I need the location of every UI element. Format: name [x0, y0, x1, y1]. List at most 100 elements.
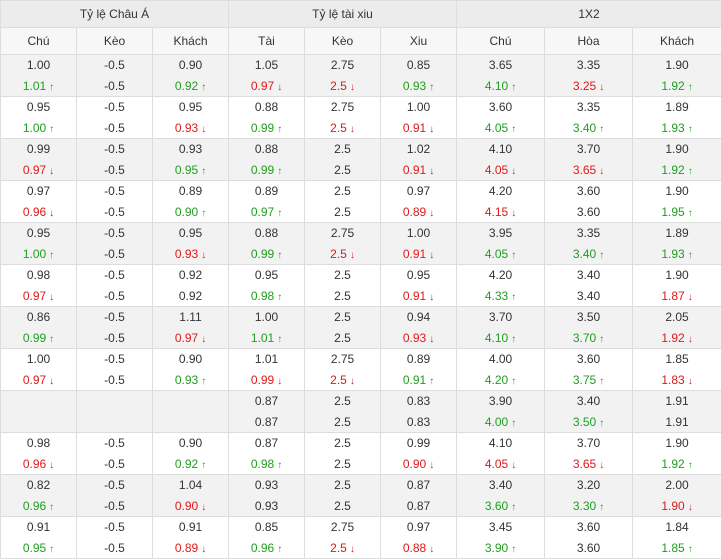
- odds-cell[interactable]: [1, 391, 77, 433]
- odds-cell[interactable]: -0.5-0.5: [77, 223, 153, 265]
- odds-cell[interactable]: -0.5-0.5: [77, 139, 153, 181]
- odds-cell[interactable]: -0.5-0.5: [77, 475, 153, 517]
- odds-cell[interactable]: -0.5-0.5: [77, 433, 153, 475]
- odds-cell[interactable]: -0.5-0.5: [77, 349, 153, 391]
- odds-cell[interactable]: -0.5-0.5: [77, 307, 153, 349]
- odds-cell[interactable]: -0.5-0.5: [77, 517, 153, 559]
- odds-cell[interactable]: -0.5-0.5: [77, 97, 153, 139]
- odds-cell[interactable]: -0.5-0.5: [77, 265, 153, 307]
